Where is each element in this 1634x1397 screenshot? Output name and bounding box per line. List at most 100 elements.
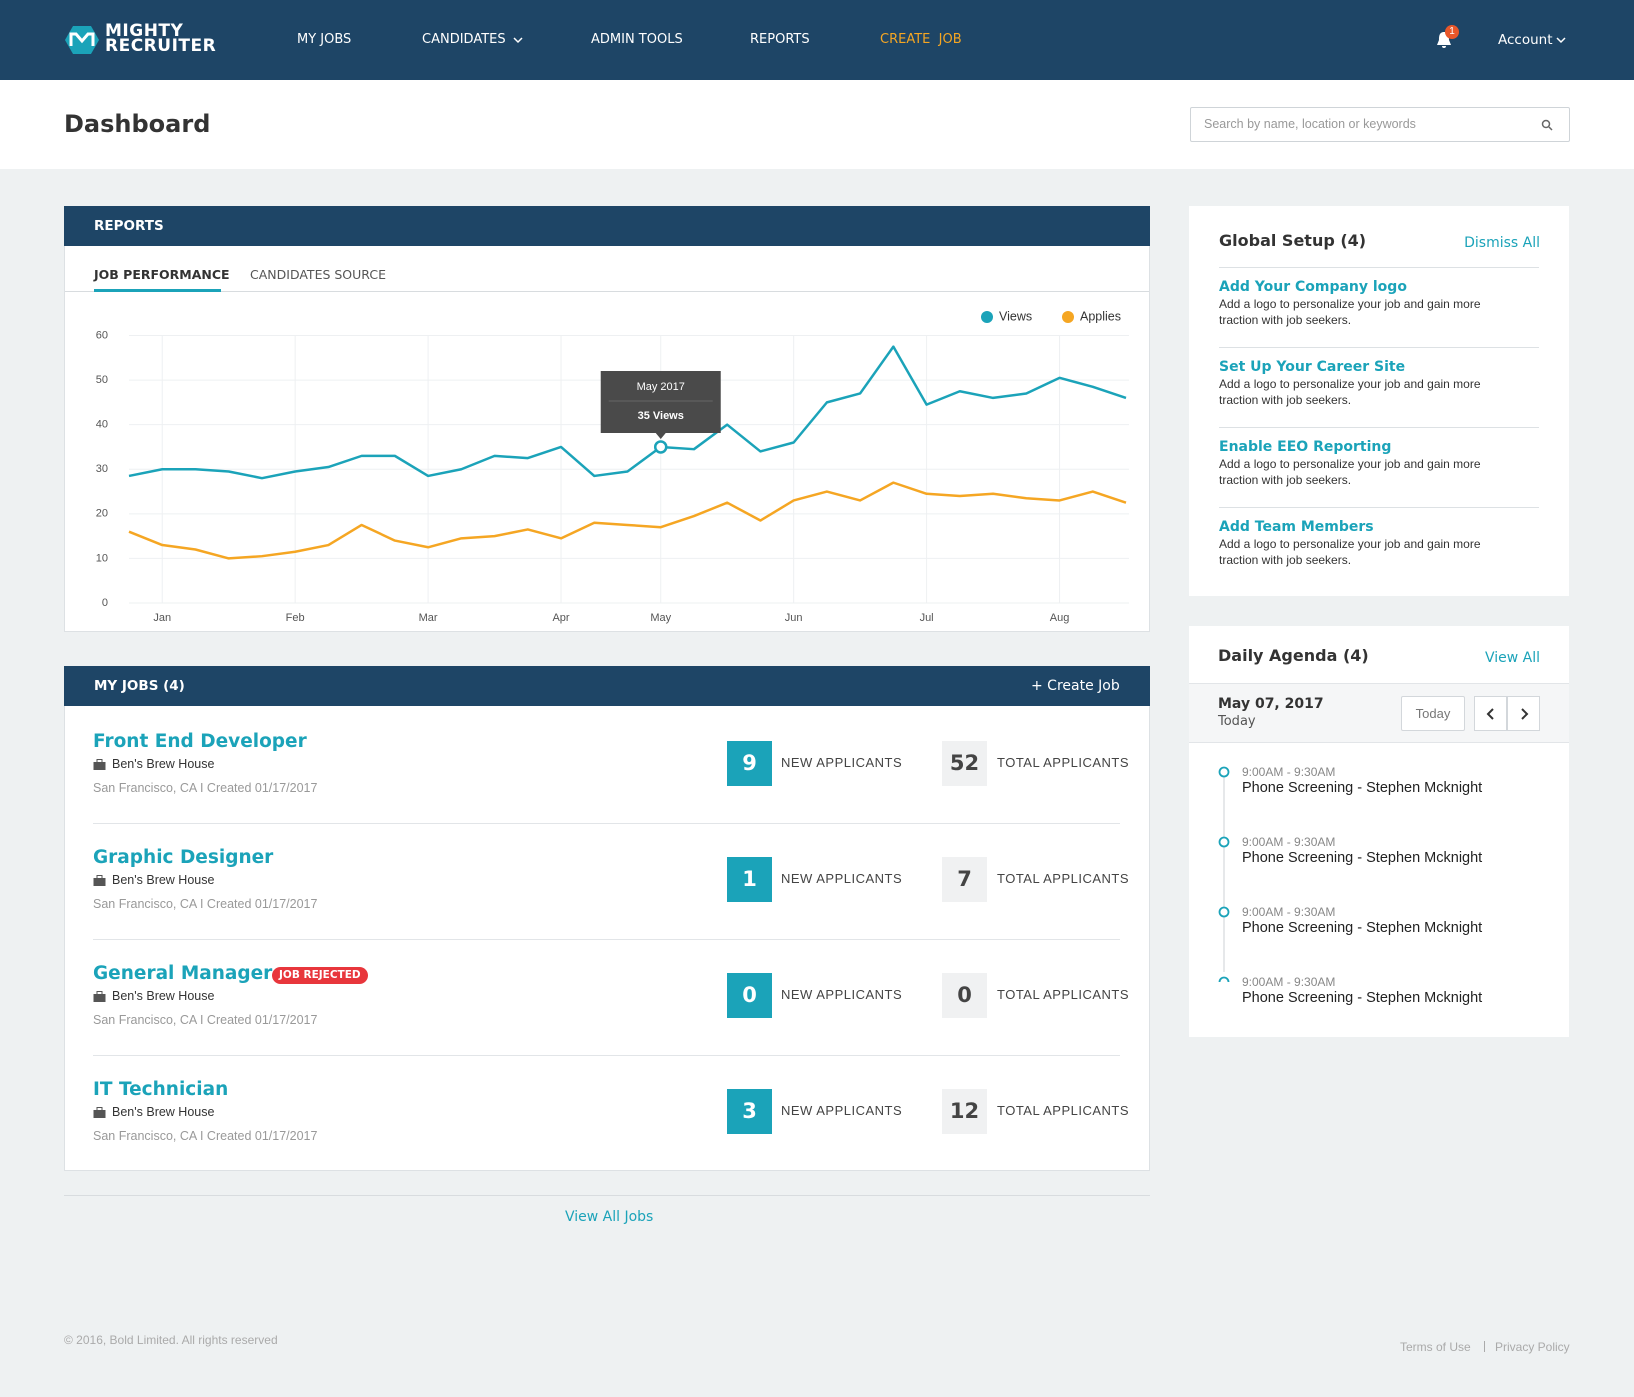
job-title[interactable]: General Manager [93, 962, 273, 984]
setup-item-desc: Add a logo to personalize your job and g… [1219, 296, 1481, 311]
x-tick-label: Jan [153, 612, 171, 624]
tooltip-value: 35 Views [638, 410, 684, 422]
job-meta: San Francisco, CA I Created 01/17/2017 [93, 1128, 318, 1143]
dismiss-all[interactable]: Dismiss All [1464, 234, 1540, 251]
new-count: 9 [727, 741, 772, 786]
setup-item-title[interactable]: Add Your Company logo [1219, 278, 1407, 295]
chevron-path [513, 37, 523, 44]
setup-item-title[interactable]: Add Team Members [1219, 518, 1374, 535]
job-row: Graphic Designer Ben's Brew House San Fran… [65, 823, 1149, 940]
agenda-time: 9:00AM - 9:30AM [1242, 904, 1336, 919]
agenda-time: 9:00AM - 9:30AM [1242, 834, 1336, 849]
briefcase-icon [93, 875, 106, 886]
create-job-link[interactable]: + Create Job [1031, 677, 1120, 694]
job-meta: San Francisco, CA I Created 01/17/2017 [93, 896, 318, 911]
agenda-view-all[interactable]: View All [1484, 649, 1540, 666]
footer-separator [1484, 1341, 1485, 1352]
briefcase-handle [96, 991, 103, 995]
nav-link[interactable]: CANDIDATES [422, 32, 506, 48]
page-header: Dashboard Search by name, location or key… [0, 80, 1634, 169]
new-label: NEW APPLICANTS [781, 755, 903, 771]
setup-item-desc: Add a logo to personalize your job and g… [1219, 536, 1481, 551]
x-tick-label: Feb [286, 612, 305, 624]
nav-link[interactable]: ADMIN TOOLS [591, 32, 683, 48]
footer-link[interactable]: Terms of Use [1400, 1339, 1471, 1354]
total-count: 0 [942, 973, 987, 1018]
tab[interactable]: CANDIDATES SOURCE [250, 266, 386, 282]
chevron-path [1556, 37, 1566, 44]
panel-header [64, 666, 1150, 706]
nav-link[interactable]: CREATE JOB [880, 32, 962, 48]
agenda-date: May 07, 2017 [1218, 695, 1324, 712]
setup-item-desc: traction with job seekers. [1219, 472, 1352, 487]
job-company: Ben's Brew House [112, 1104, 215, 1119]
legend-label: Applies [1080, 309, 1121, 323]
total-count: 52 [942, 741, 987, 786]
job-company: Ben's Brew House [112, 988, 215, 1003]
new-count: 1 [727, 857, 772, 902]
account-menu[interactable]: Account [1498, 31, 1553, 48]
setup-item-title[interactable]: Enable EEO Reporting [1219, 438, 1392, 455]
y-tick-label: 40 [96, 419, 108, 431]
reports-panel: REPORTS JOB PERFORMANCE CANDIDATES SOURCE 0… [64, 206, 1150, 632]
total-count: 12 [942, 1089, 987, 1134]
agenda-panel: Daily Agenda (4) View All May 07, 2017 Toda… [1189, 626, 1569, 1037]
agenda-time: 9:00AM - 9:30AM [1242, 974, 1336, 989]
series-line [128, 481, 1127, 560]
arrow-icon [1521, 708, 1529, 720]
agenda-item-title: Phone Screening - Stephen Mcknight [1242, 780, 1483, 797]
setup-divider [1219, 347, 1539, 348]
series-line [128, 345, 1127, 480]
x-tick-label: Jun [785, 612, 803, 624]
search-box[interactable]: Search by name, location or keywords [1190, 107, 1570, 142]
search-icon [1541, 119, 1553, 131]
job-company: Ben's Brew House [112, 872, 215, 887]
briefcase-body [93, 762, 106, 770]
agenda-date-bar: May 07, 2017 Today Today [1189, 683, 1569, 743]
timeline-dot [1218, 836, 1230, 848]
job-company: Ben's Brew House [112, 756, 215, 771]
setup-item-desc: traction with job seekers. [1219, 392, 1352, 407]
job-row: Front End Developer Ben's Brew House San F… [65, 707, 1149, 824]
setup-item-title[interactable]: Set Up Your Career Site [1219, 358, 1406, 375]
today-button[interactable]: Today [1401, 696, 1465, 731]
job-title[interactable]: IT Technician [93, 1078, 229, 1100]
job-title[interactable]: Front End Developer [93, 730, 307, 752]
tooltip-point [653, 440, 668, 454]
prev-button[interactable] [1474, 696, 1507, 731]
panel-header [64, 206, 1150, 246]
legend-label: Views [999, 309, 1032, 323]
view-all-jobs[interactable]: View All Jobs [565, 1208, 654, 1225]
setup-title: Global Setup (4) [1219, 231, 1367, 251]
next-button[interactable] [1507, 696, 1540, 731]
total-label: TOTAL APPLICANTS [997, 987, 1130, 1003]
setup-item-desc: Add a logo to personalize your job and g… [1219, 456, 1481, 471]
tab[interactable]: JOB PERFORMANCE [94, 266, 230, 282]
total-label: TOTAL APPLICANTS [997, 1103, 1130, 1119]
timeline-dot [1218, 906, 1230, 918]
chevron [513, 37, 523, 44]
x-tick-label: Apr [552, 612, 569, 624]
job-title[interactable]: Graphic Designer [93, 846, 274, 868]
x-tick-label: Jul [920, 612, 934, 624]
job-meta: San Francisco, CA I Created 01/17/2017 [93, 1012, 318, 1027]
y-tick-label: 10 [96, 552, 108, 564]
footer-link[interactable]: Privacy Policy [1495, 1339, 1570, 1354]
y-tick-label: 30 [96, 463, 108, 475]
y-tick-label: 60 [96, 329, 108, 341]
setup-item-desc: Add a logo to personalize your job and g… [1219, 376, 1481, 391]
nav-link[interactable]: REPORTS [750, 32, 810, 48]
row-divider [93, 939, 1120, 940]
briefcase-handle [96, 759, 103, 763]
new-count: 0 [727, 973, 772, 1018]
y-tick-label: 0 [102, 597, 108, 609]
notification-badge: 1 [1445, 25, 1459, 39]
y-tick-label: 20 [96, 508, 108, 520]
new-count: 3 [727, 1089, 772, 1134]
agenda-item-title: Phone Screening - Stephen Mcknight [1242, 850, 1483, 867]
nav-link[interactable]: MY JOBS [297, 32, 352, 48]
view-all-divider [64, 1195, 1150, 1196]
briefcase-icon [93, 759, 106, 770]
tooltip-title: May 2017 [637, 381, 685, 393]
